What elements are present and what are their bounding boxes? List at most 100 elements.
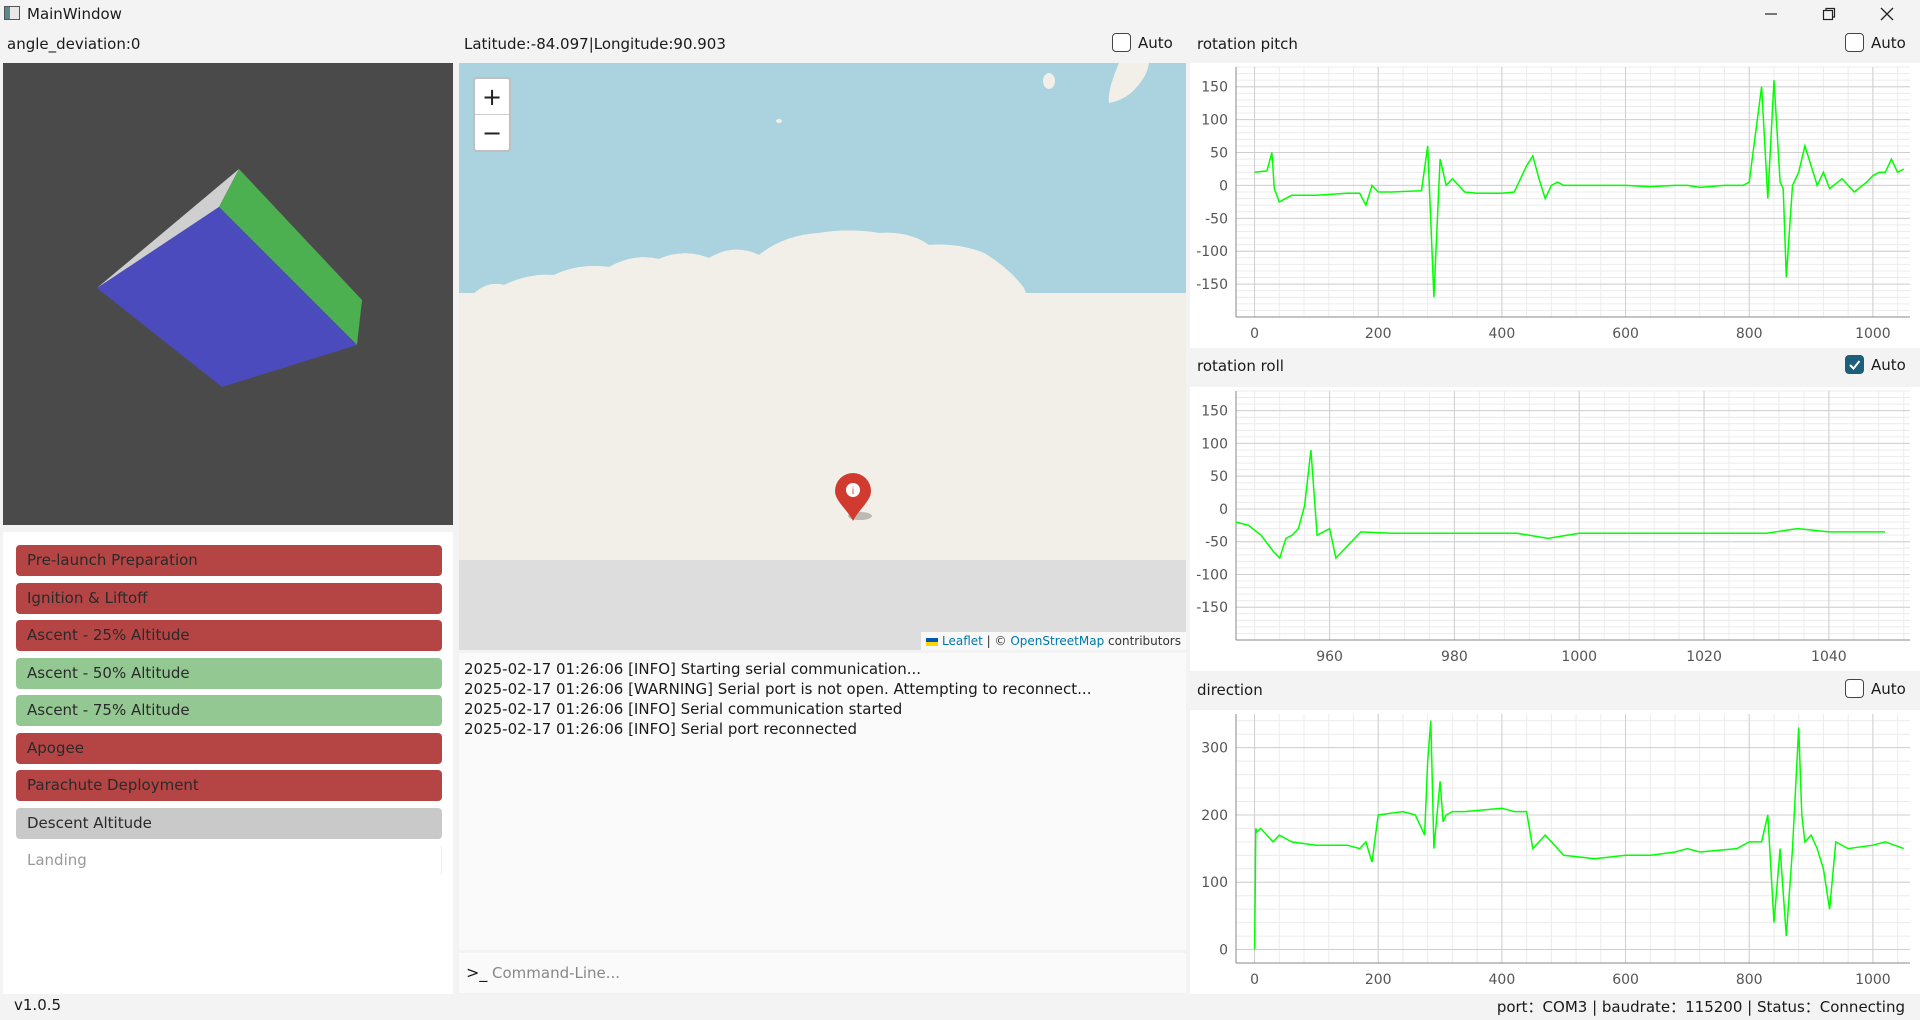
attribution-tail: contributors [1104,634,1181,648]
connection-status: port：COM3 | baudrate：115200 | Status：Con… [1496,998,1905,1016]
y-tick-label: -50 [1205,211,1228,227]
minimize-icon [1765,13,1777,15]
y-tick-label: 100 [1201,436,1228,452]
map-attribution: Leaflet | © OpenStreetMap contributors [921,632,1186,650]
y-tick-label: 50 [1210,146,1228,162]
y-tick-label: 150 [1201,80,1228,96]
command-line-input[interactable] [492,957,1182,989]
x-tick-label: 980 [1441,649,1468,665]
y-tick-label: 0 [1219,178,1228,194]
stage-item: Ascent - 25% Altitude [16,620,442,651]
x-tick-label: 0 [1250,326,1259,342]
version-label: v1.0.5 [14,996,62,1014]
attribution-separator: | © [982,634,1011,648]
log-line: 2025-02-17 01:26:06 [INFO] Serial commun… [464,700,903,718]
y-tick-label: 150 [1201,404,1228,420]
map-auto-checkbox[interactable]: Auto [1112,33,1173,52]
terminal-prompt-icon: >_ [466,963,488,982]
x-tick-label: 1000 [1561,649,1597,665]
stage-item: Apogee [16,733,442,764]
y-tick-label: 0 [1219,502,1228,518]
zoom-out-button[interactable]: − [481,119,503,147]
map-tiles [459,63,1186,650]
pitch-auto-checkbox[interactable]: Auto [1845,33,1906,52]
stage-item: Descent Altitude [16,808,442,839]
map-marker-icon[interactable]: i [833,471,873,527]
stage-item: Pre-launch Preparation [16,545,442,576]
x-tick-label: 1020 [1686,649,1722,665]
checkbox-box[interactable] [1112,33,1131,52]
close-icon [1880,7,1894,21]
x-tick-label: 400 [1489,326,1516,342]
roll-chart-svg: 150 100 50 0 -50 -100 -150 960 980 1000 1020 1040 [1196,390,1910,665]
y-tick-label: -150 [1196,277,1228,293]
pitch-chart[interactable]: 150 100 50 0 -50 -100 -150 0 200 400 600 800 1000 [1190,63,1920,348]
pitch-chart-svg: 150 100 50 0 -50 -100 -150 0 200 400 600 800 1000 [1196,66,1910,342]
y-tick-label: 100 [1201,113,1228,129]
checkbox-box[interactable] [1845,679,1864,698]
auto-label: Auto [1871,33,1906,52]
stage-item: Parachute Deployment [16,770,442,801]
svg-text:i: i [852,486,854,497]
y-tick-label: 100 [1201,875,1228,891]
checkbox-box[interactable] [1845,33,1864,52]
y-tick-label: 200 [1201,808,1228,824]
checkbox-box[interactable] [1845,355,1864,374]
stage-item: Ignition & Liftoff [16,583,442,614]
log-console[interactable]: 2025-02-17 01:26:06 [INFO] Starting seri… [459,653,1186,950]
angle-deviation-label: angle_deviation:0 [7,35,141,53]
x-tick-label: 1000 [1855,326,1891,342]
roll-chart[interactable]: 150 100 50 0 -50 -100 -150 960 980 1000 1020 1040 [1190,387,1920,671]
x-tick-label: 400 [1489,972,1516,988]
x-tick-label: 1040 [1811,649,1847,665]
y-tick-label: -100 [1196,244,1228,260]
coordinates-label: Latitude:-84.097|Longitude:90.903 [464,35,726,53]
cube-3d-view[interactable] [3,63,453,525]
auto-label: Auto [1871,679,1906,698]
direction-chart[interactable]: 300 200 100 0 0 200 400 600 800 1000 [1190,710,1920,994]
y-tick-label: 0 [1219,943,1228,959]
command-line-bar: >_ [459,953,1186,993]
flight-stage-list: Pre-launch Preparation Ignition & Liftoff… [3,532,453,994]
minimize-button[interactable] [1742,0,1800,28]
roll-chart-title: rotation roll [1197,357,1284,375]
y-tick-label: -150 [1196,600,1228,616]
auto-label: Auto [1871,355,1906,374]
direction-chart-title: direction [1197,681,1263,699]
close-button[interactable] [1858,0,1916,28]
stage-item: Ascent - 75% Altitude [16,695,442,726]
zoom-control: + − [473,77,511,152]
title-bar: MainWindow [0,0,1920,28]
x-tick-label: 200 [1365,972,1392,988]
cube-front-face [97,207,357,387]
log-line: 2025-02-17 01:26:06 [INFO] Starting seri… [464,660,922,678]
auto-label: Auto [1138,33,1173,52]
y-tick-label: -50 [1205,535,1228,551]
log-line: 2025-02-17 01:26:06 [INFO] Serial port r… [464,720,857,738]
series-line [1235,449,1885,560]
restore-icon [1822,7,1836,21]
log-line: 2025-02-17 01:26:06 [WARNING] Serial por… [464,680,1092,698]
x-tick-label: 800 [1736,972,1763,988]
leaflet-link[interactable]: Leaflet [942,634,983,648]
osm-link[interactable]: OpenStreetMap [1010,634,1105,648]
zoom-in-button[interactable]: + [475,79,509,115]
stage-item: Landing [16,845,442,876]
y-tick-label: 50 [1210,469,1228,485]
roll-auto-checkbox[interactable]: Auto [1845,355,1906,374]
x-tick-label: 600 [1612,326,1639,342]
stage-item: Ascent - 50% Altitude [16,658,442,689]
map-view[interactable]: + − i Leaflet | © OpenStreetMap contribu… [459,63,1186,650]
series-line [1254,80,1905,298]
series-line [1253,720,1905,950]
app-window-icon [4,6,20,20]
y-tick-label: -100 [1196,567,1228,583]
restore-button[interactable] [1800,0,1858,28]
x-tick-label: 200 [1365,326,1392,342]
pitch-chart-title: rotation pitch [1197,35,1298,53]
direction-auto-checkbox[interactable]: Auto [1845,679,1906,698]
window-title: MainWindow [27,5,122,23]
cube-right-face [219,169,362,345]
cube-top-face [97,169,239,288]
